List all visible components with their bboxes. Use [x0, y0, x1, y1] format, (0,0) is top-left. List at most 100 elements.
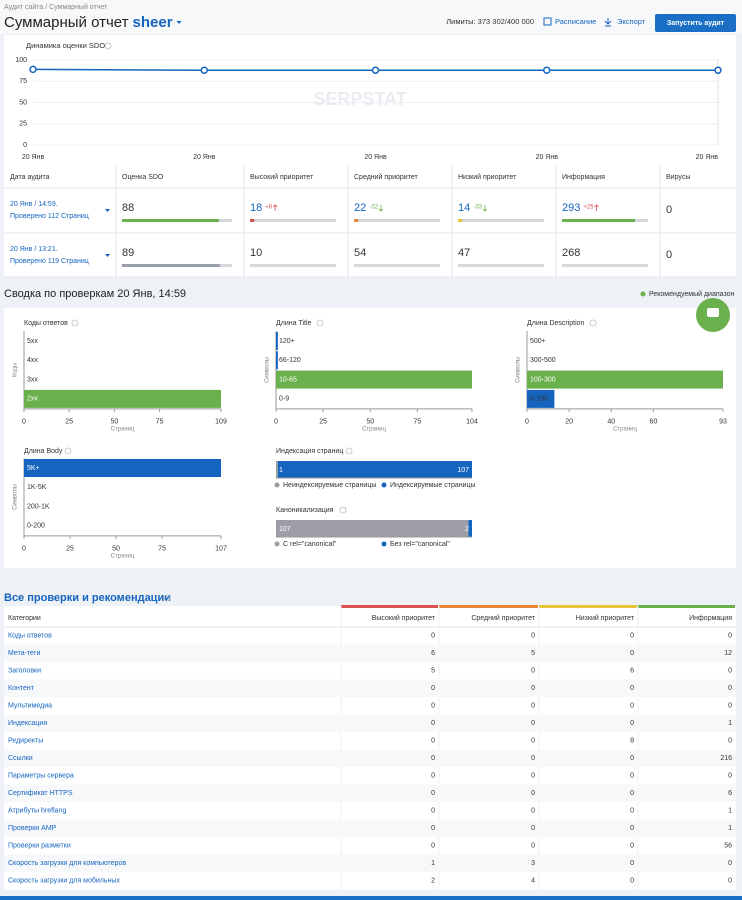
bar-label: 2xx — [27, 396, 38, 403]
progress-fill — [562, 219, 636, 222]
run-button-label[interactable]: Запустить аудит — [667, 20, 725, 27]
delta-arrow — [594, 204, 599, 211]
count-cell: 0 — [728, 685, 732, 692]
count-cell: 56 — [724, 843, 732, 850]
bar-label: 500+ — [530, 338, 546, 345]
column-header: Оценка SDO — [122, 174, 164, 181]
category-link[interactable]: Ссылки — [8, 755, 33, 762]
count-cell: 6 — [630, 668, 634, 675]
run-button[interactable] — [655, 14, 736, 32]
progress-fill — [250, 219, 255, 222]
section-title: Все проверки и рекомендации — [4, 592, 171, 604]
count-cell: 0 — [630, 685, 634, 692]
progress-fill — [354, 219, 359, 222]
x-axis-label: Страниц — [362, 426, 386, 432]
progress-track — [250, 219, 336, 222]
metric-value: 88 — [122, 202, 134, 214]
project-caret[interactable] — [176, 21, 182, 24]
category-link[interactable]: Редиректы — [8, 738, 43, 745]
legend-label: Неиндексируемые страницы — [283, 482, 376, 489]
legend-label: Без rel="canonical" — [390, 541, 450, 548]
count-cell: 2 — [431, 878, 435, 885]
category-link[interactable]: Проверки AMP — [8, 825, 57, 832]
row-stripe — [4, 784, 736, 802]
x-tick-label: 50 — [112, 546, 120, 553]
count-cell: 0 — [431, 808, 435, 815]
x-tick-label: 25 — [319, 419, 327, 426]
metric-value: 293 — [562, 202, 580, 214]
info-icon — [345, 447, 353, 455]
count-cell: 0 — [531, 633, 535, 640]
legend-dot — [381, 541, 387, 547]
progress-track — [458, 264, 544, 267]
metric-delta: -32 — [369, 205, 378, 211]
count-cell: 0 — [630, 650, 634, 657]
category-link[interactable]: Проверки разметки — [8, 843, 71, 850]
category-link[interactable]: Атрибуты hreflang — [8, 807, 66, 815]
audit-date[interactable]: 20 Янв / 13:21. — [10, 246, 58, 253]
bar — [24, 389, 221, 408]
row-caret[interactable] — [105, 209, 110, 212]
count-cell: 0 — [531, 720, 535, 727]
category-link[interactable]: Коды ответов — [8, 633, 52, 640]
category-link[interactable]: Скорость загрузки для компьютеров — [8, 860, 126, 867]
category-link[interactable]: Параметры сервера — [8, 773, 74, 780]
bar — [276, 370, 472, 389]
delta-arrow — [272, 204, 278, 211]
pages-checked[interactable]: Проверено 119 Страниц — [10, 258, 89, 265]
category-link[interactable]: Контент — [8, 685, 35, 692]
metric-delta: +8 — [265, 205, 273, 211]
count-cell: 0 — [431, 703, 435, 710]
category-link[interactable]: Сертификат HTTPS — [8, 790, 73, 797]
priority-stripe — [638, 605, 735, 608]
metric-value: 0 — [666, 204, 672, 216]
delta-arrow — [482, 205, 488, 212]
count-cell: 0 — [431, 790, 435, 797]
info-icon — [104, 42, 112, 50]
export-link[interactable]: Экспорт — [617, 17, 646, 26]
delta-arrow — [378, 205, 384, 212]
category-link[interactable]: Мета-теги — [8, 650, 40, 657]
info-icon — [316, 319, 324, 327]
row-stripe — [4, 819, 736, 837]
x-tick-label: 0 — [22, 419, 26, 426]
row-caret[interactable] — [105, 254, 110, 257]
column-header: Категории — [8, 615, 41, 622]
bar-label: 0-9 — [279, 396, 289, 403]
count-cell: 3 — [531, 860, 535, 867]
count-cell: 5 — [431, 668, 435, 675]
calendar-icon — [543, 17, 552, 26]
metric-value: 22 — [354, 202, 366, 214]
count-cell: 1 — [728, 720, 732, 727]
count-cell: 0 — [531, 790, 535, 797]
metric-delta: -33 — [473, 205, 482, 211]
schedule-link[interactable]: Расписание — [555, 17, 596, 26]
count-cell: 0 — [531, 738, 535, 745]
audit-date[interactable]: 20 Янв / 14:59. — [10, 201, 58, 208]
y-tick-label: 75 — [19, 78, 27, 85]
project-name[interactable]: sheer — [133, 14, 173, 31]
category-link[interactable]: Индексация — [8, 720, 47, 727]
count-cell: 4 — [531, 878, 535, 885]
x-tick-label: 75 — [413, 419, 421, 426]
legend-dot — [640, 291, 646, 297]
category-link[interactable]: Скорость загрузки для мобильных — [8, 877, 120, 885]
bar — [527, 370, 723, 389]
count-cell: 0 — [728, 633, 732, 640]
chat-icon — [707, 308, 719, 317]
category-link[interactable]: Мультимедиа — [8, 703, 52, 710]
count-cell: 0 — [431, 720, 435, 727]
info-icon — [339, 506, 347, 514]
x-tick-label: 20 Янв — [364, 154, 387, 161]
pages-checked[interactable]: Проверено 112 Страниц — [10, 213, 89, 220]
y-axis-label: Символы — [516, 357, 522, 383]
stacked-segment — [468, 520, 472, 537]
breadcrumb[interactable]: Аудит сайта / Суммарный отчет — [4, 3, 108, 11]
category-link[interactable]: Заголовки — [8, 668, 41, 675]
metric-value: 47 — [458, 247, 470, 259]
sdo-progress — [122, 264, 220, 267]
bar-label: 3xx — [27, 376, 38, 383]
count-cell: 1 — [728, 808, 732, 815]
row-stripe — [4, 714, 736, 732]
